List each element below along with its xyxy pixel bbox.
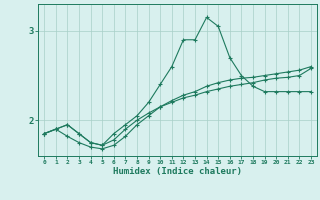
X-axis label: Humidex (Indice chaleur): Humidex (Indice chaleur)	[113, 167, 242, 176]
